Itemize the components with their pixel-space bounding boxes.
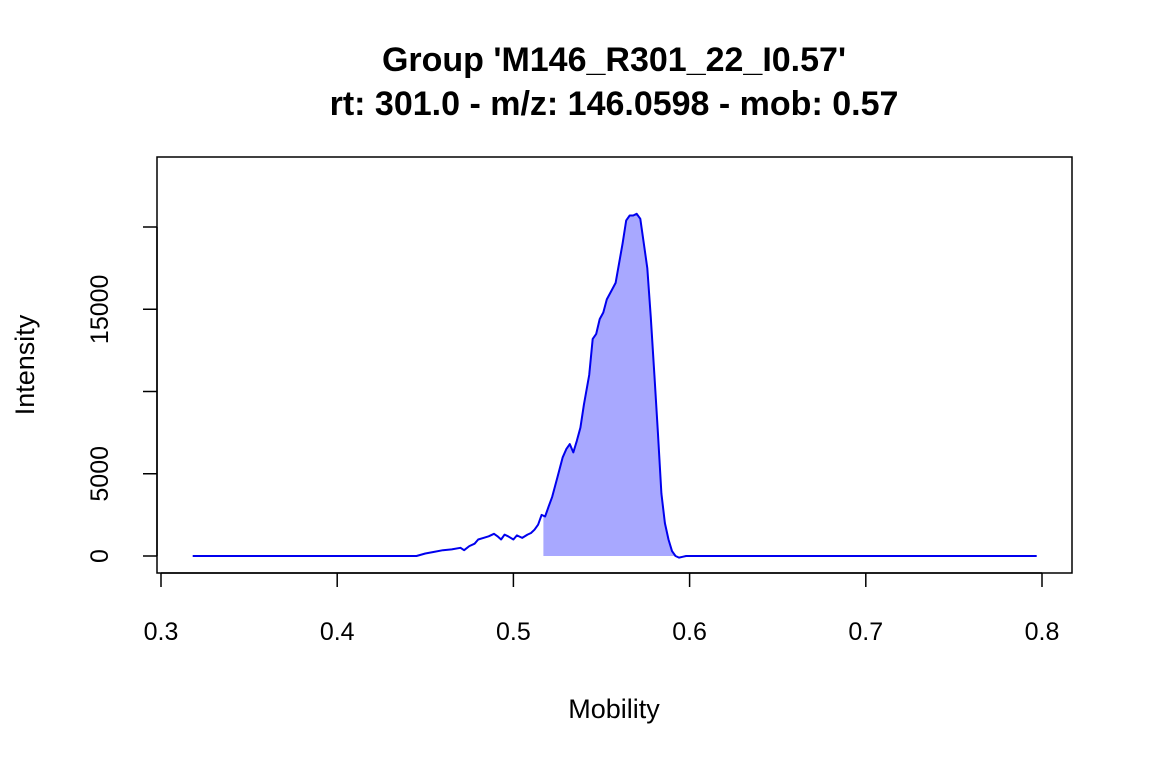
x-tick-label: 0.4 bbox=[320, 618, 355, 646]
x-tick-label: 0.5 bbox=[496, 618, 531, 646]
y-tick-label: 5000 bbox=[86, 446, 114, 502]
x-tick-label: 0.7 bbox=[848, 618, 883, 646]
series-line bbox=[192, 212, 1037, 559]
plot-area bbox=[192, 212, 1037, 559]
x-tick-label: 0.8 bbox=[1025, 618, 1060, 646]
y-tick-label: 0 bbox=[86, 549, 114, 563]
x-axis-title: Mobility bbox=[568, 694, 660, 724]
x-axis: 0.3 0.4 0.5 0.6 0.7 0.8 bbox=[144, 572, 1060, 646]
chart-subtitle: rt: 301.0 - m/z: 146.0598 - mob: 0.57 bbox=[330, 85, 899, 123]
y-axis-title: Intensity bbox=[10, 314, 40, 415]
x-tick-label: 0.3 bbox=[144, 618, 179, 646]
y-axis: 0 5000 15000 bbox=[86, 226, 158, 563]
x-tick-label: 0.6 bbox=[672, 618, 707, 646]
peak-area-fill bbox=[543, 213, 690, 557]
chart-title: Group 'M146_R301_22_I0.57' bbox=[382, 41, 846, 79]
y-tick-label: 15000 bbox=[86, 275, 114, 345]
